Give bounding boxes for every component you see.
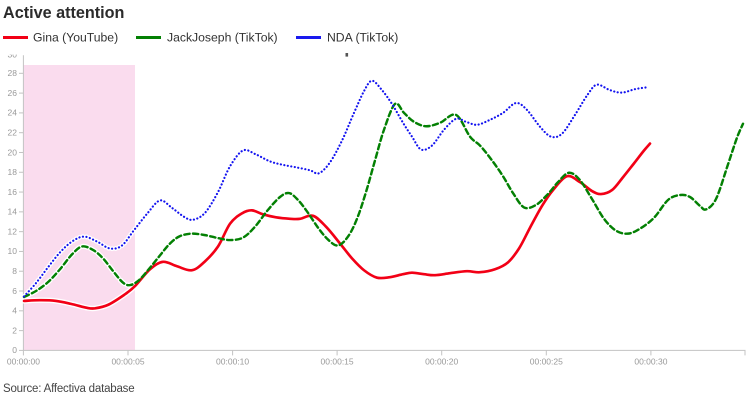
svg-text:0: 0 — [12, 345, 17, 355]
svg-text:4: 4 — [12, 306, 17, 316]
svg-text:30: 30 — [8, 50, 18, 60]
svg-text:00:00:30: 00:00:30 — [634, 357, 667, 367]
svg-text:Source: Affectiva database: Source: Affectiva database — [3, 383, 134, 395]
svg-text:22: 22 — [8, 127, 18, 137]
svg-text:00:00:05: 00:00:05 — [111, 357, 144, 367]
svg-text:NDA (TikTok): NDA (TikTok) — [327, 31, 398, 45]
svg-text:26: 26 — [8, 88, 18, 98]
svg-text:00:00:10: 00:00:10 — [216, 357, 249, 367]
svg-text:6: 6 — [12, 286, 17, 296]
svg-text:2: 2 — [12, 325, 17, 335]
svg-text:Active attention: Active attention — [3, 4, 124, 22]
svg-text:8: 8 — [12, 266, 17, 276]
svg-text:14: 14 — [8, 207, 18, 217]
svg-text:00:00:25: 00:00:25 — [530, 357, 563, 367]
svg-text:10: 10 — [8, 246, 18, 256]
svg-text:00:00:00: 00:00:00 — [7, 357, 40, 367]
svg-text:12: 12 — [8, 226, 18, 236]
svg-text:00:00:15: 00:00:15 — [321, 357, 354, 367]
svg-text:20: 20 — [8, 147, 18, 157]
svg-text:24: 24 — [8, 108, 18, 118]
svg-text:JackJoseph (TikTok): JackJoseph (TikTok) — [167, 31, 278, 45]
svg-text:28: 28 — [8, 68, 18, 78]
svg-text:Gina (YouTube): Gina (YouTube) — [33, 31, 118, 45]
svg-text:18: 18 — [8, 167, 18, 177]
svg-text:16: 16 — [8, 187, 18, 197]
svg-text:00:00:20: 00:00:20 — [425, 357, 458, 367]
